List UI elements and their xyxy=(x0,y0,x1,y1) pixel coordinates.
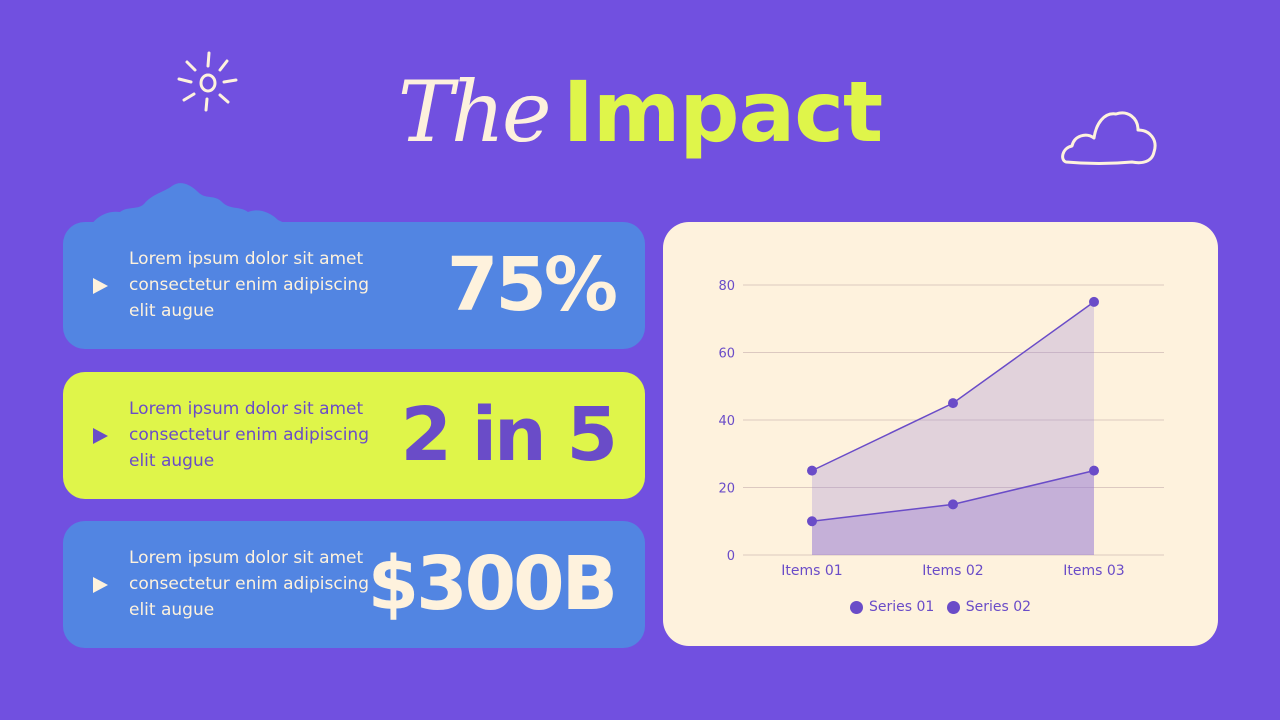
series-1-area xyxy=(812,301,1094,555)
stat-card-2: Lorem ipsum dolor sit amet consectetur e… xyxy=(63,372,645,499)
y-tick-label: 0 xyxy=(727,549,735,564)
stat-description: Lorem ipsum dolor sit amet consectetur e… xyxy=(129,249,370,321)
legend-item-series-1: Series 01 xyxy=(849,599,935,615)
sun-doodle-icon xyxy=(177,51,238,112)
stat-description: Lorem ipsum dolor sit amet consectetur e… xyxy=(129,548,370,620)
y-tick-label: 60 xyxy=(718,347,735,362)
stat-description: Lorem ipsum dolor sit amet consectetur e… xyxy=(129,399,370,471)
page-title: The Impact xyxy=(0,64,1280,160)
play-icon xyxy=(93,577,108,593)
series-2-area xyxy=(812,470,1094,555)
y-tick-label: 80 xyxy=(718,279,735,294)
stat-card-3: Lorem ipsum dolor sit amet consectetur e… xyxy=(63,521,645,648)
series-1-point xyxy=(948,398,958,409)
stat-value: 2 in 5 xyxy=(400,392,618,478)
chart-legend: Series 01 Series 02 xyxy=(663,599,1218,615)
title-part-1: The xyxy=(397,63,552,161)
title-part-2: Impact xyxy=(562,63,884,161)
legend-item-series-2: Series 02 xyxy=(946,599,1032,615)
legend-label: Series 02 xyxy=(965,599,1032,615)
legend-marker xyxy=(946,601,960,614)
chart-card: 0 20 40 60 80 Items 01 Items 02 Items 03 Series… xyxy=(663,222,1218,646)
y-tick-label: 40 xyxy=(718,414,735,429)
x-tick-label: Items 02 xyxy=(922,563,983,579)
series-1-point xyxy=(1089,296,1099,307)
cloud-blob xyxy=(88,183,300,230)
play-icon xyxy=(93,428,108,444)
stat-card-1: Lorem ipsum dolor sit amet consectetur e… xyxy=(63,222,645,349)
stat-value: $300B xyxy=(367,541,618,627)
x-tick-label: Items 03 xyxy=(1063,563,1124,579)
y-tick-label: 20 xyxy=(718,482,735,497)
cloud-doodle-icon xyxy=(1061,111,1157,165)
area-chart: 0 20 40 60 80 Items 01 Items 02 Items 03 xyxy=(718,279,1164,579)
x-tick-label: Items 01 xyxy=(781,563,842,579)
series-2-point xyxy=(807,516,817,527)
series-1-point xyxy=(807,465,817,476)
play-icon xyxy=(93,278,108,294)
series-2-point xyxy=(948,499,958,510)
legend-marker xyxy=(849,601,863,614)
legend-label: Series 01 xyxy=(868,599,935,615)
series-2-point xyxy=(1089,465,1099,476)
stat-value: 75% xyxy=(446,242,618,328)
